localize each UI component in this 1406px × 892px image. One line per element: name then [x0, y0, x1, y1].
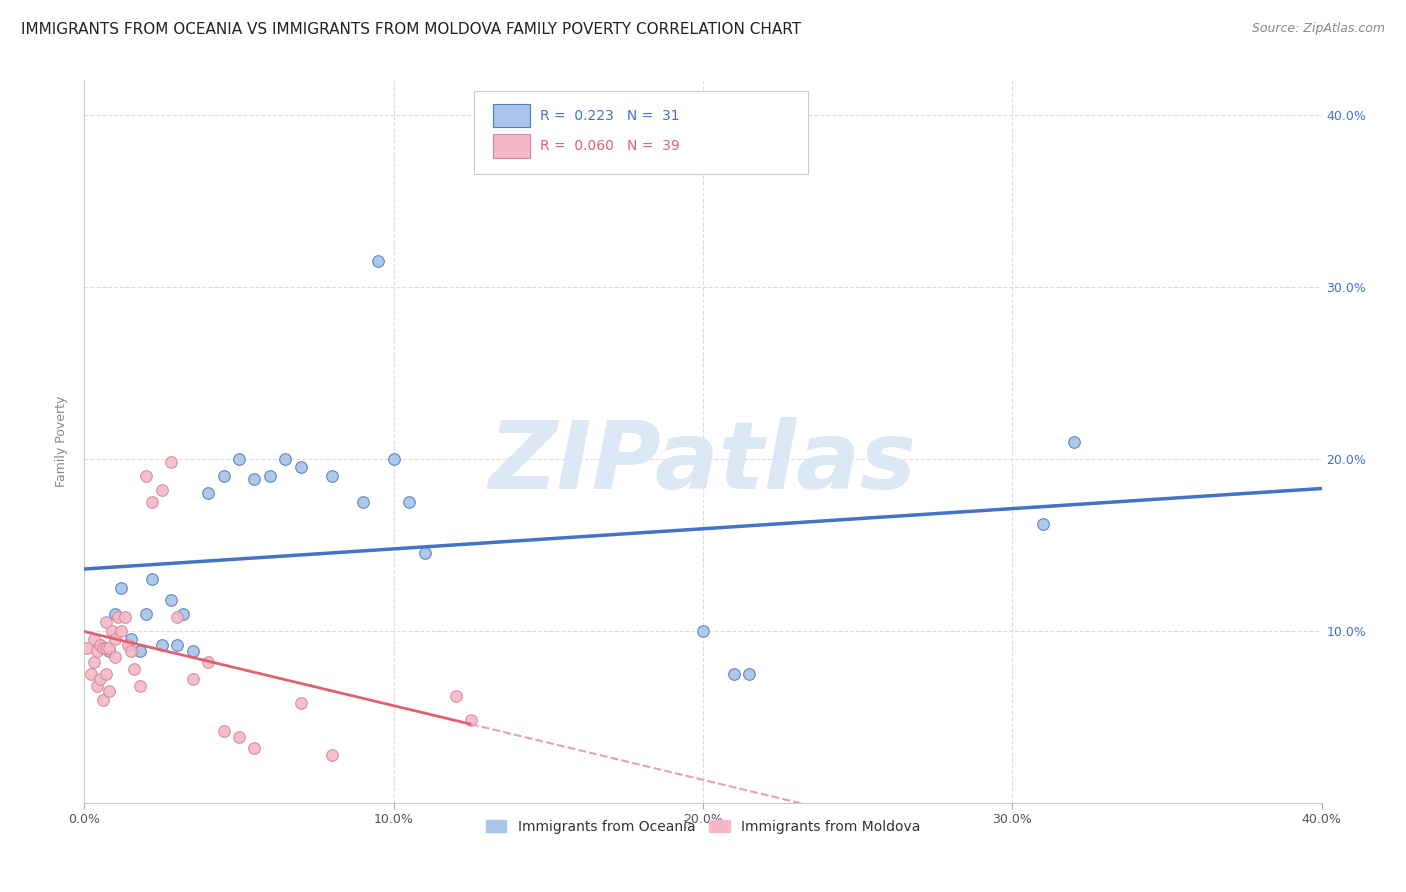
Point [197, 655, 219, 669]
Point [321, 747, 343, 762]
Point [83, 632, 105, 647]
Point [692, 624, 714, 638]
Point [243, 740, 266, 755]
Point [89, 638, 111, 652]
Text: IMMIGRANTS FROM OCEANIA VS IMMIGRANTS FROM MOLDOVA FAMILY POVERTY CORRELATION CH: IMMIGRANTS FROM OCEANIA VS IMMIGRANTS FR… [21, 22, 801, 37]
Point [398, 494, 420, 508]
Point [104, 649, 127, 664]
Point [150, 483, 173, 497]
Point [89, 638, 111, 652]
Point [98, 640, 121, 655]
Point [129, 644, 152, 658]
Point [86, 679, 108, 693]
Point [160, 592, 183, 607]
Point [259, 469, 281, 483]
Point [141, 494, 163, 508]
Point [104, 632, 127, 647]
Point [243, 472, 266, 486]
Point [228, 731, 250, 745]
Point [367, 253, 389, 268]
Point [352, 494, 374, 508]
Point [86, 644, 108, 658]
Point [1032, 517, 1054, 532]
Point [290, 696, 312, 710]
Point [129, 679, 152, 693]
Point [79, 666, 101, 681]
Point [135, 469, 157, 483]
Point [122, 662, 145, 676]
Point [274, 451, 297, 466]
Point [160, 455, 183, 469]
Point [117, 638, 139, 652]
Point [107, 610, 129, 624]
Point [181, 644, 204, 658]
Point [91, 692, 114, 706]
Point [76, 640, 98, 655]
Legend: Immigrants from Oceania, Immigrants from Moldova: Immigrants from Oceania, Immigrants from… [479, 814, 927, 839]
Point [228, 451, 250, 466]
Point [1063, 434, 1085, 449]
Point [94, 666, 117, 681]
Point [413, 546, 436, 560]
FancyBboxPatch shape [474, 91, 808, 174]
FancyBboxPatch shape [492, 135, 530, 158]
Point [141, 572, 163, 586]
Point [166, 610, 188, 624]
Point [91, 640, 114, 655]
Point [94, 615, 117, 630]
Point [460, 713, 482, 727]
Point [94, 640, 117, 655]
Point [110, 624, 132, 638]
Point [120, 644, 142, 658]
Y-axis label: Family Poverty: Family Poverty [55, 396, 69, 487]
Point [98, 684, 121, 698]
Text: ZIPatlas: ZIPatlas [489, 417, 917, 509]
Text: R =  0.223   N =  31: R = 0.223 N = 31 [540, 109, 679, 123]
Text: Source: ZipAtlas.com: Source: ZipAtlas.com [1251, 22, 1385, 36]
Point [197, 486, 219, 500]
Point [181, 672, 204, 686]
Point [212, 469, 235, 483]
Point [114, 610, 136, 624]
Point [444, 689, 467, 703]
Point [135, 607, 157, 621]
Point [172, 607, 194, 621]
Point [83, 655, 105, 669]
Point [104, 607, 127, 621]
Point [738, 666, 761, 681]
Point [110, 581, 132, 595]
Point [290, 460, 312, 475]
Text: R =  0.060   N =  39: R = 0.060 N = 39 [540, 139, 679, 153]
Point [321, 469, 343, 483]
FancyBboxPatch shape [492, 104, 530, 128]
Point [89, 672, 111, 686]
Point [150, 638, 173, 652]
Point [166, 638, 188, 652]
Point [382, 451, 405, 466]
Point [101, 624, 124, 638]
Point [212, 723, 235, 738]
Point [98, 644, 121, 658]
Point [120, 632, 142, 647]
Point [723, 666, 745, 681]
